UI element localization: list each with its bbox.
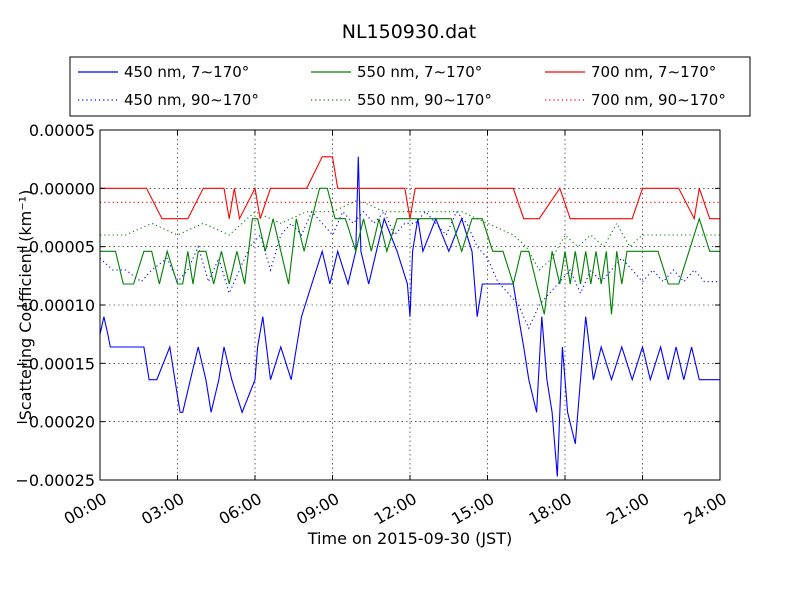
x-axis-label: Time on 2015-09-30 (JST) — [307, 529, 512, 548]
y-tick-label: 0.00000 — [29, 179, 95, 198]
y-tick-label: −0.00025 — [15, 471, 95, 490]
legend-label-3: 550 nm, 90∼170° — [357, 91, 492, 109]
x-tick-label: 18:00 — [526, 489, 575, 529]
x-tick-label: 03:00 — [138, 489, 187, 529]
x-tick-label: 12:00 — [371, 489, 420, 529]
series-line-4 — [100, 156, 720, 221]
legend-frame — [69, 56, 751, 117]
x-tick-label: 21:00 — [603, 489, 652, 529]
legend: 450 nm, 7∼170° 450 nm, 90∼170° 550 nm, 7… — [69, 56, 751, 117]
y-tick-label: −0.00015 — [15, 354, 95, 373]
y-tick-label: −0.00010 — [15, 296, 95, 315]
y-tick-label: 0.00005 — [29, 121, 95, 140]
legend-label-5: 700 nm, 90∼170° — [591, 91, 726, 109]
x-tick-label: 24:00 — [681, 489, 730, 529]
plot-lines — [99, 156, 720, 477]
legend-label-1: 450 nm, 90∼170° — [124, 91, 259, 109]
x-tick-label: 15:00 — [448, 489, 497, 529]
y-tick-label: −0.00005 — [15, 238, 95, 257]
series-line-3 — [100, 199, 720, 271]
series-line-0 — [99, 156, 720, 477]
x-tick-label: 00:00 — [61, 489, 110, 529]
y-axis-label: Scattering Coefficient (km⁻¹) — [16, 190, 35, 421]
legend-label-4: 700 nm, 7∼170° — [591, 63, 716, 81]
legend-label-0: 450 nm, 7∼170° — [124, 63, 249, 81]
axis-ticks: 00:00 03:00 06:00 09:00 12:00 15:00 18:00 21:00… — [15, 121, 730, 529]
y-tick-label: −0.00020 — [15, 413, 95, 432]
series-line-2 — [100, 187, 720, 315]
x-tick-label: 09:00 — [293, 489, 342, 529]
chart-title: NL150930.dat — [342, 21, 477, 43]
legend-label-2: 550 nm, 7∼170° — [357, 63, 482, 81]
x-tick-label: 06:00 — [216, 489, 265, 529]
